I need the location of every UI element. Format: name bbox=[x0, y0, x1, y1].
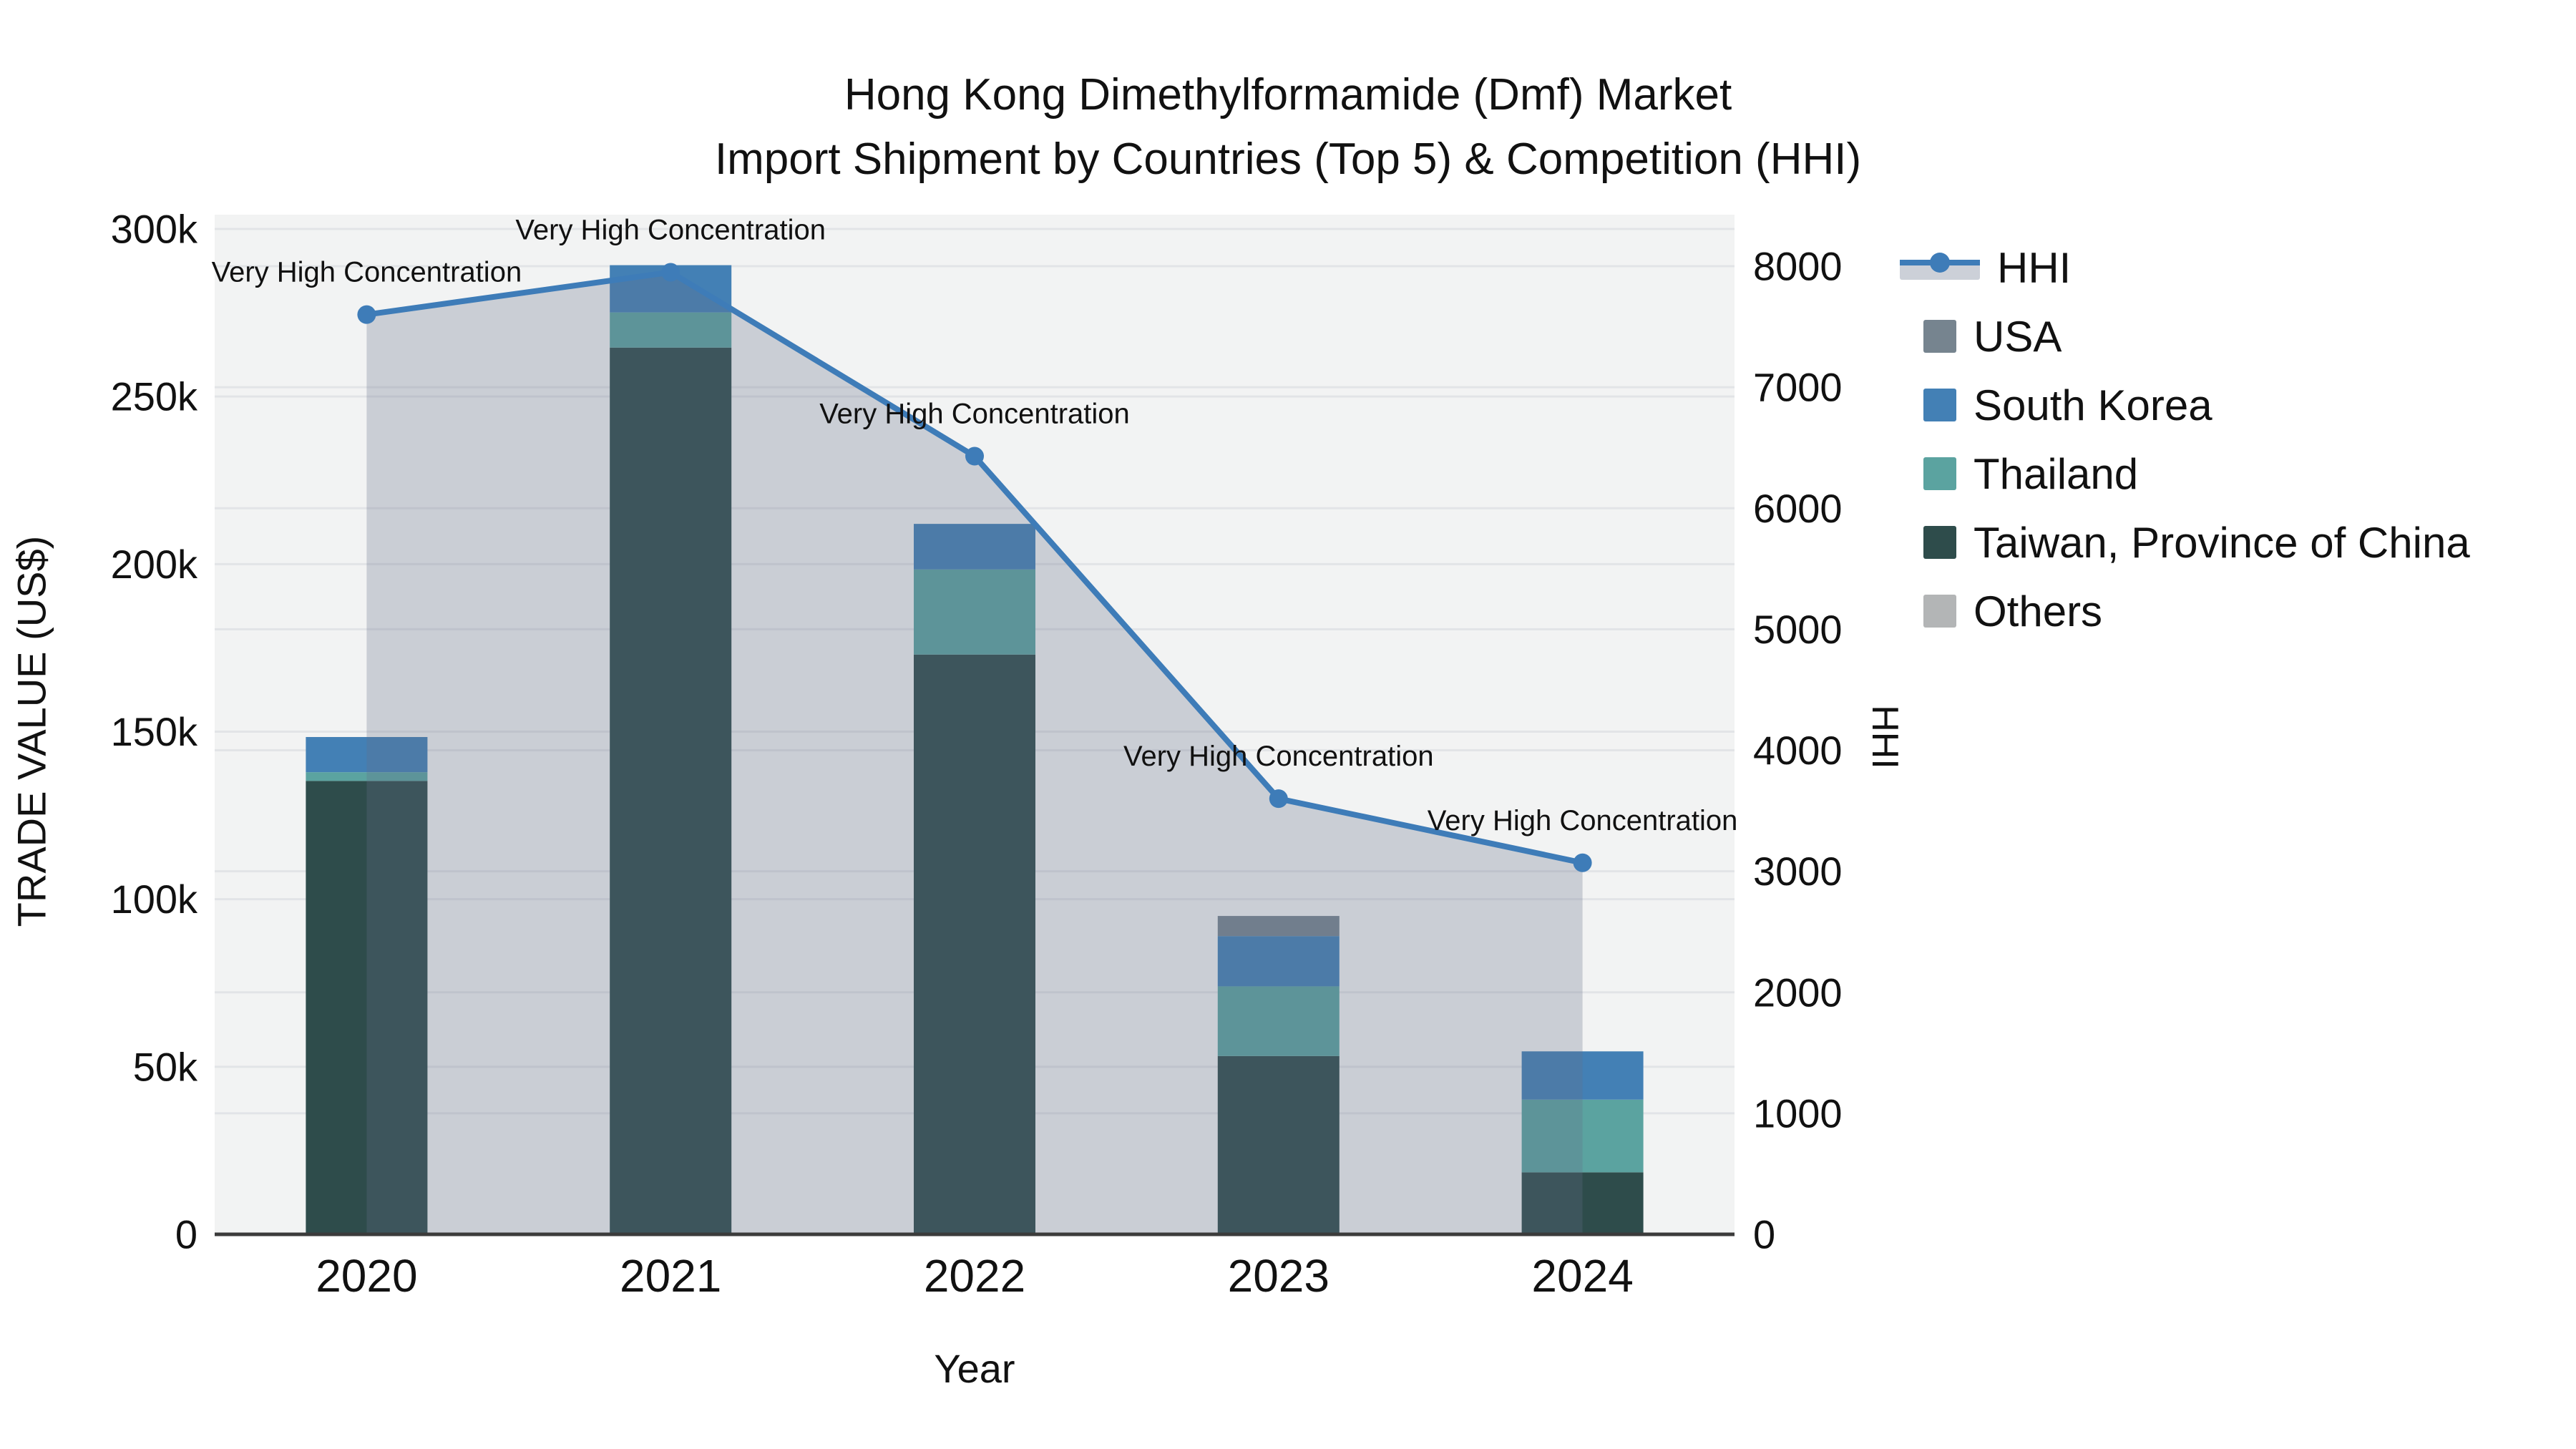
y-right-tick-1000: 1000 bbox=[1753, 1091, 1843, 1136]
annotation-2022: Very High Concentration bbox=[819, 399, 1130, 430]
y-left-tick-250k: 250k bbox=[111, 374, 198, 419]
legend-label-usa: USA bbox=[1974, 312, 2062, 361]
bar-segment-2024-taiwan-province-of-china[interactable] bbox=[1521, 1172, 1644, 1234]
y-left-tick-150k: 150k bbox=[111, 709, 198, 754]
chart-title-line2: Import Shipment by Countries (Top 5) & C… bbox=[714, 135, 1862, 184]
bar-segment-2024-thailand[interactable] bbox=[1521, 1099, 1644, 1173]
annotation-2023: Very High Concentration bbox=[1123, 741, 1434, 772]
y-right-tick-6000: 6000 bbox=[1753, 486, 1843, 531]
hhi-marker-2022[interactable] bbox=[965, 447, 984, 466]
hhi-marker-2023[interactable] bbox=[1269, 789, 1288, 809]
y-right-tick-0: 0 bbox=[1753, 1212, 1775, 1257]
legend-item-others[interactable]: Others bbox=[1923, 577, 2470, 645]
hhi-marker-2024[interactable] bbox=[1573, 853, 1592, 872]
legend-label-taiwan-province-of-china: Taiwan, Province of China bbox=[1974, 518, 2470, 567]
legend-item-south-korea[interactable]: South Korea bbox=[1923, 371, 2470, 439]
bar-segment-2022-south-korea[interactable] bbox=[914, 524, 1035, 570]
y-left-tick-200k: 200k bbox=[111, 542, 198, 587]
x-tick-label-2024: 2024 bbox=[1531, 1250, 1633, 1302]
legend-item-thailand[interactable]: Thailand bbox=[1923, 439, 2470, 508]
annotation-2021: Very High Concentration bbox=[515, 214, 826, 245]
legend-swatch-thailand bbox=[1923, 457, 1956, 490]
legend-swatch-south-korea bbox=[1923, 389, 1956, 421]
x-tick-label-2020: 2020 bbox=[316, 1250, 417, 1302]
chart-title: Hong Kong Dimethylformamide (Dmf) Market… bbox=[0, 63, 2576, 192]
legend-label-south-korea: South Korea bbox=[1974, 381, 2212, 429]
legend-item-taiwan-province-of-china[interactable]: Taiwan, Province of China bbox=[1923, 508, 2470, 577]
legend-hhi-line-sample bbox=[1900, 253, 1980, 281]
bar-segment-2020-taiwan-province-of-china[interactable] bbox=[306, 781, 428, 1234]
y-left-tick-0: 0 bbox=[175, 1212, 197, 1257]
right-axis-title: HHI bbox=[1864, 705, 1906, 769]
legend-label-thailand: Thailand bbox=[1974, 449, 2139, 498]
legend-item-usa[interactable]: USA bbox=[1923, 302, 2470, 371]
legend-hhi-marker-icon bbox=[1930, 253, 1950, 273]
chart-title-line1: Hong Kong Dimethylformamide (Dmf) Market bbox=[844, 70, 1732, 119]
y-left-tick-100k: 100k bbox=[111, 877, 198, 922]
hhi-area bbox=[366, 272, 1583, 1234]
y-right-tick-8000: 8000 bbox=[1753, 244, 1843, 289]
y-left-tick-50k: 50k bbox=[133, 1044, 198, 1089]
bar-segment-2023-usa[interactable] bbox=[1217, 916, 1340, 937]
legend-swatch-usa bbox=[1923, 320, 1956, 353]
x-tick-label-2021: 2021 bbox=[620, 1250, 721, 1302]
left-axis-title: TRADE VALUE (US$) bbox=[9, 535, 54, 927]
y-right-tick-4000: 4000 bbox=[1753, 728, 1843, 773]
annotation-2020: Very High Concentration bbox=[212, 257, 522, 288]
y-right-tick-2000: 2000 bbox=[1753, 970, 1843, 1015]
bar-segment-2023-south-korea[interactable] bbox=[1217, 936, 1340, 987]
x-axis-title: Year bbox=[934, 1346, 1015, 1391]
bar-segment-2021-taiwan-province-of-china[interactable] bbox=[610, 347, 732, 1234]
bar-segment-2022-taiwan-province-of-china[interactable] bbox=[914, 654, 1035, 1234]
hhi-marker-2020[interactable] bbox=[357, 305, 376, 324]
legend-label-others: Others bbox=[1974, 587, 2103, 635]
bar-segment-2020-thailand[interactable] bbox=[306, 772, 428, 781]
bar-segment-2020-south-korea[interactable] bbox=[306, 736, 428, 773]
hhi-marker-2021[interactable] bbox=[661, 263, 680, 282]
y-right-tick-7000: 7000 bbox=[1753, 365, 1843, 410]
bar-segment-2024-south-korea[interactable] bbox=[1521, 1051, 1644, 1100]
bar-segment-2023-taiwan-province-of-china[interactable] bbox=[1217, 1055, 1340, 1234]
y-right-tick-3000: 3000 bbox=[1753, 849, 1843, 894]
bar-segment-2021-thailand[interactable] bbox=[610, 312, 732, 348]
annotation-2024: Very High Concentration bbox=[1428, 805, 1738, 836]
legend-label-hhi: HHI bbox=[1997, 243, 2072, 292]
legend-swatch-others bbox=[1923, 595, 1956, 628]
y-right-tick-5000: 5000 bbox=[1753, 607, 1843, 652]
legend: HHI USA South Korea Thailand Taiwan, Provinc… bbox=[1900, 233, 2470, 645]
x-tick-label-2022: 2022 bbox=[924, 1250, 1025, 1302]
bar-segment-2022-thailand[interactable] bbox=[914, 569, 1035, 655]
x-tick-label-2023: 2023 bbox=[1228, 1250, 1330, 1302]
legend-item-hhi[interactable]: HHI bbox=[1900, 233, 2470, 302]
y-left-tick-300k: 300k bbox=[111, 207, 198, 252]
bar-segment-2023-thailand[interactable] bbox=[1217, 986, 1340, 1056]
legend-swatch-taiwan-province-of-china bbox=[1923, 526, 1956, 559]
